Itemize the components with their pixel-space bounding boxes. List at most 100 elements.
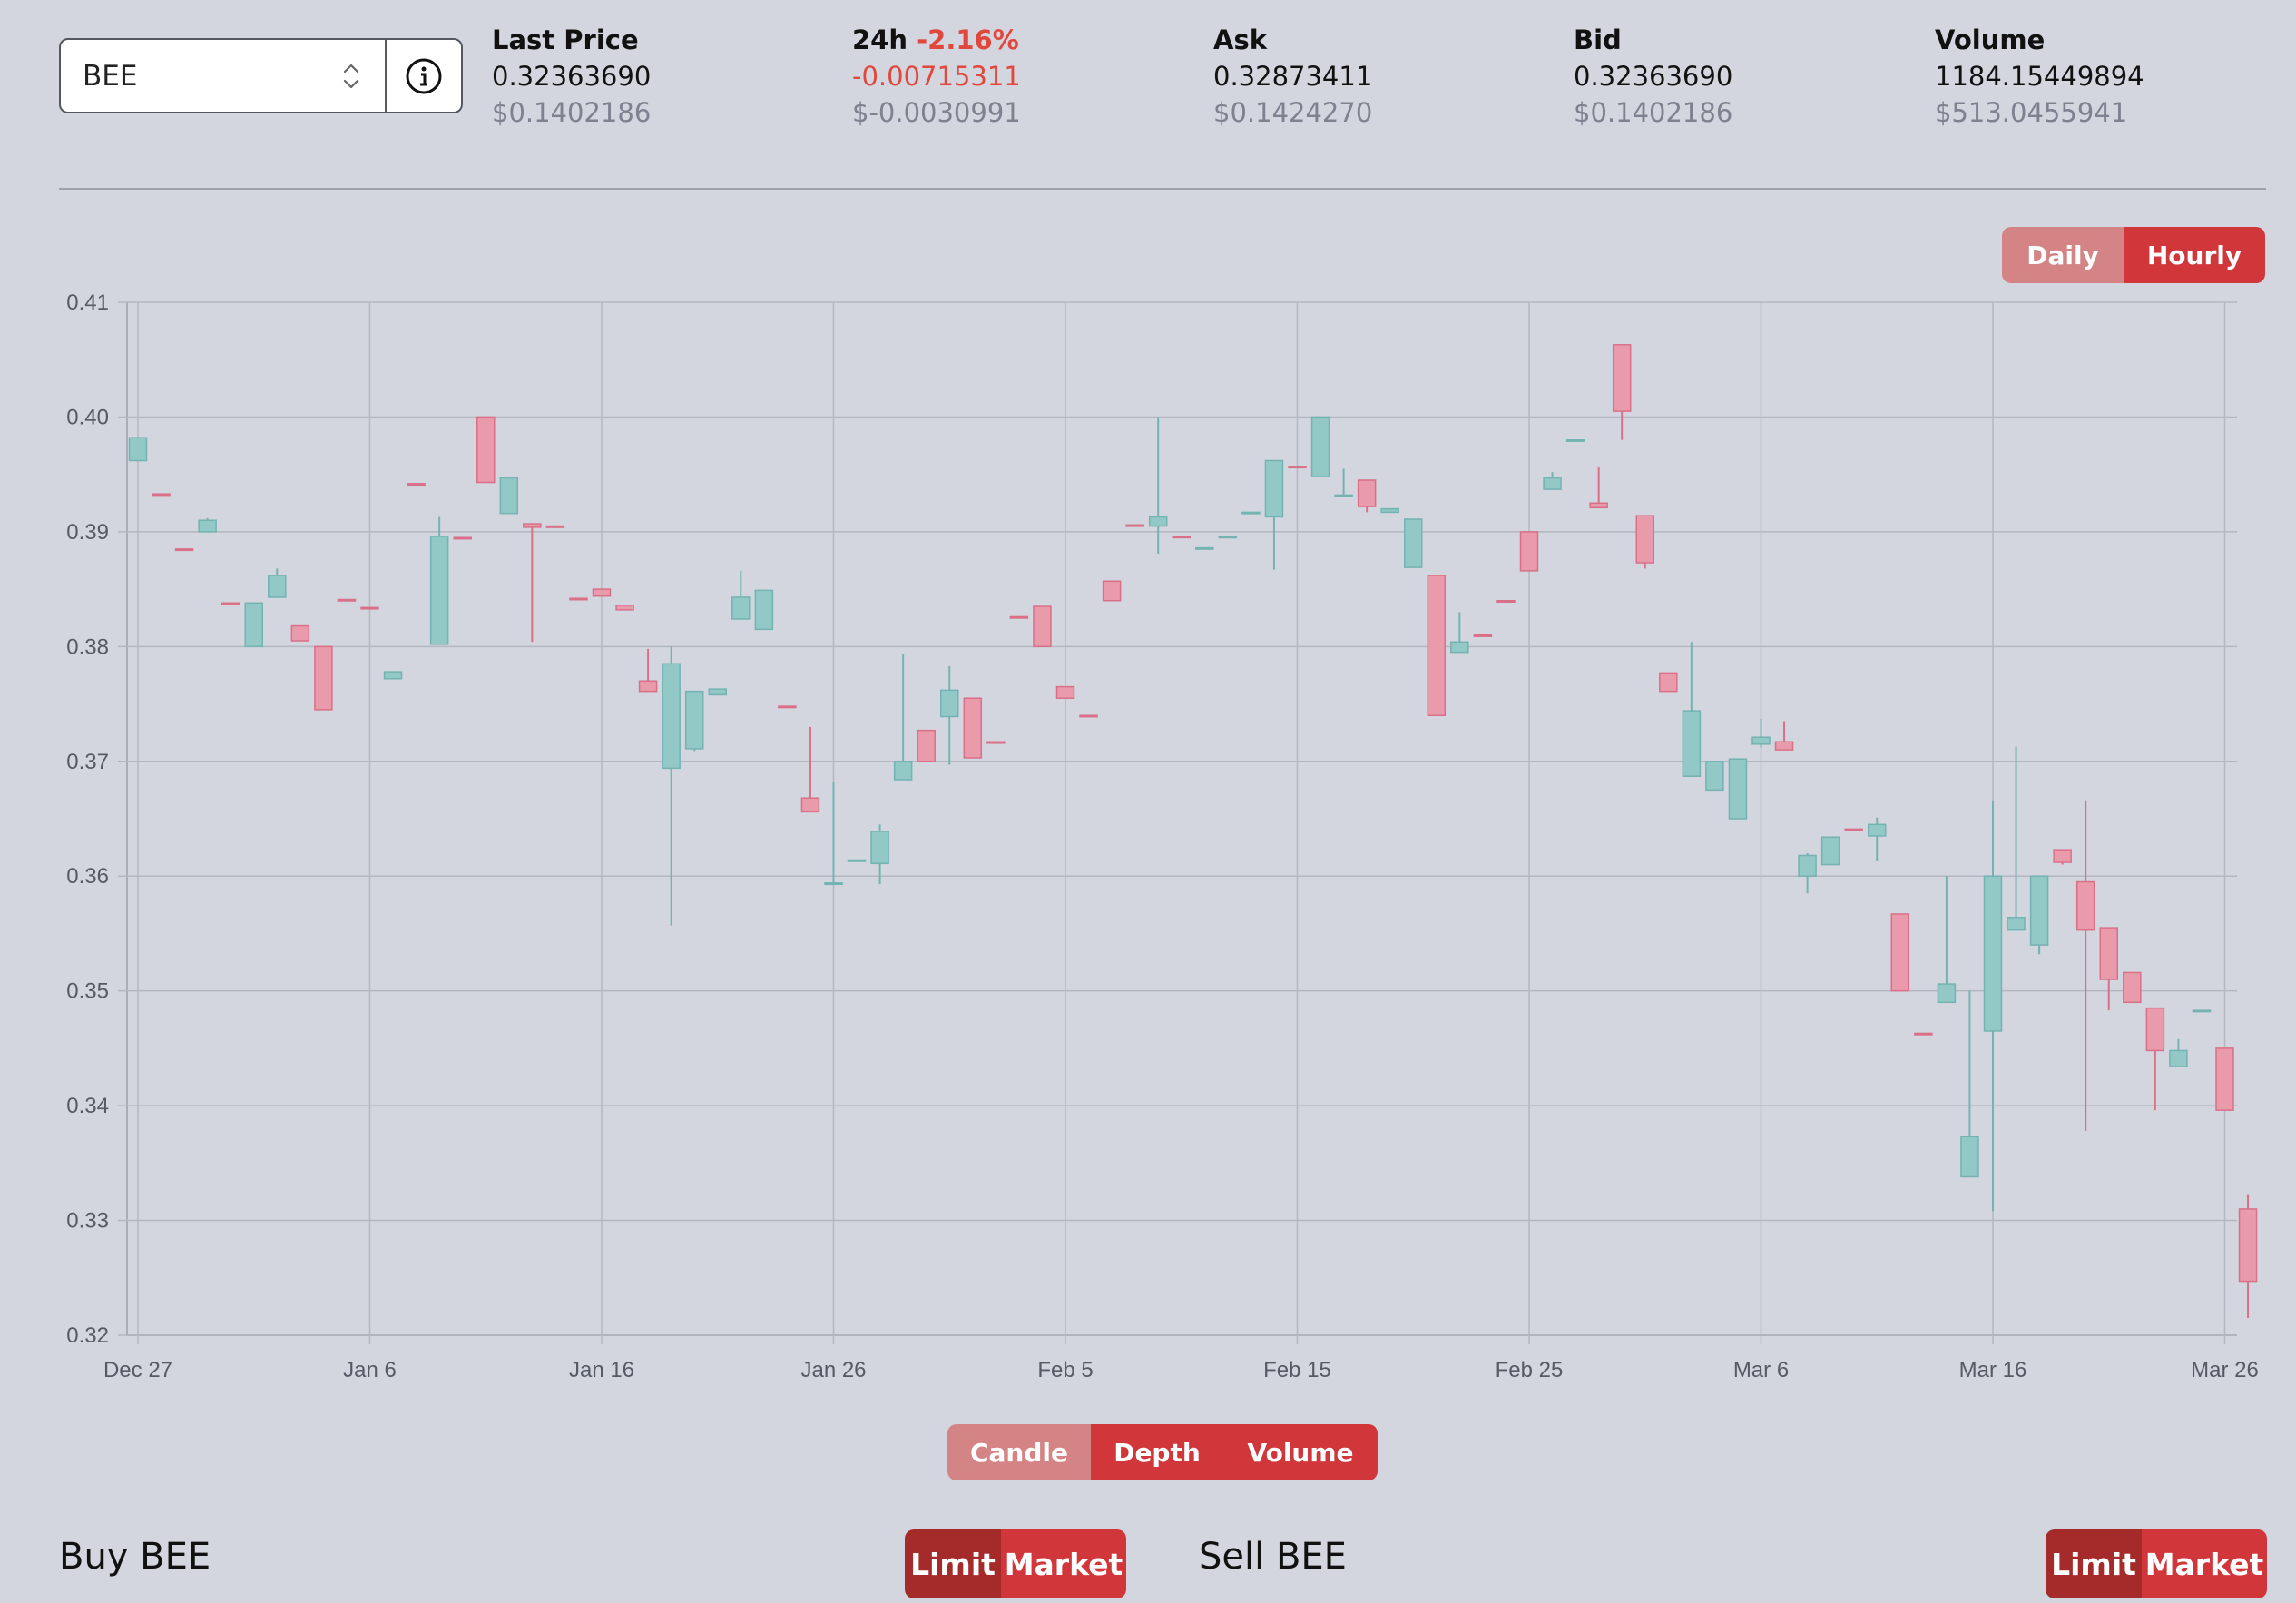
candle-body — [174, 548, 194, 552]
stat-ask: Ask 0.32873411 $0.1424270 — [1213, 22, 1372, 131]
candle-body — [1357, 479, 1377, 507]
candle-body — [1218, 536, 1238, 539]
candle-up — [429, 516, 449, 645]
candle-down — [778, 705, 797, 709]
candle-body — [754, 589, 774, 631]
x-tick-label: Feb 25 — [1496, 1358, 1564, 1382]
candle-up — [1798, 852, 1817, 894]
tab-candle[interactable]: Candle — [947, 1424, 1091, 1480]
candle-body — [2053, 849, 2072, 863]
candle-body — [1960, 1136, 1979, 1178]
candle-up — [244, 602, 263, 648]
bid-label: Bid — [1574, 25, 1622, 55]
candle-body — [1033, 605, 1052, 648]
candle-down — [476, 416, 496, 484]
sell-limit-tab[interactable]: Limit — [2046, 1529, 2142, 1598]
candle-body — [847, 859, 867, 862]
candle-body — [453, 536, 472, 540]
candle-up — [383, 671, 403, 680]
last-price-value: 0.32363690 — [492, 61, 652, 92]
market-dropdown[interactable]: BEE — [61, 40, 387, 112]
candle-down — [1519, 531, 1539, 572]
buy-market-tab[interactable]: Market — [1001, 1529, 1126, 1598]
candle-up — [198, 517, 217, 533]
candle-body — [1705, 761, 1724, 792]
candle-up — [1565, 438, 1585, 442]
bid-value: 0.32363690 — [1574, 61, 1733, 92]
x-tick-label: Jan 6 — [343, 1358, 397, 1382]
candle-body — [917, 729, 936, 762]
candle-body — [2192, 1009, 2212, 1013]
candle-up — [893, 654, 913, 781]
candle-down — [523, 523, 542, 643]
candle-up — [1450, 612, 1469, 654]
candle-down — [1612, 344, 1632, 440]
sell-panel-title: Sell BEE — [1199, 1536, 1347, 1578]
candle-down — [963, 697, 983, 759]
candle-down — [1496, 600, 1516, 604]
chevron-updown-icon — [343, 64, 359, 88]
candle-up — [2007, 746, 2026, 931]
candle-body — [1914, 1032, 1933, 1036]
tab-depth[interactable]: Depth — [1091, 1424, 1223, 1480]
candle-down — [1659, 672, 1678, 693]
candle-body — [778, 705, 797, 709]
candle-body — [198, 519, 217, 533]
volume-usd: $513.0455941 — [1935, 97, 2128, 128]
candle-up — [1983, 800, 2003, 1212]
candle-down — [174, 548, 194, 552]
candle-down — [2215, 1047, 2234, 1111]
sell-market-tab[interactable]: Market — [2142, 1529, 2267, 1598]
x-tick-label: Mar 16 — [1959, 1358, 2027, 1382]
candle-down — [337, 598, 357, 602]
candle-body — [615, 605, 634, 611]
candle-down — [360, 606, 379, 610]
candle-up — [1380, 507, 1399, 514]
candle-body — [2123, 971, 2142, 1004]
last-price-usd: $0.1402186 — [492, 97, 652, 128]
daily-button[interactable]: Daily — [2002, 227, 2124, 283]
candle-body — [800, 797, 820, 813]
candle-body — [1890, 913, 1910, 992]
buy-limit-tab[interactable]: Limit — [905, 1529, 1001, 1598]
candle-down — [290, 624, 310, 642]
tab-volume[interactable]: Volume — [1223, 1424, 1378, 1480]
change-24h-label: 24h -2.16% — [852, 25, 1019, 55]
candle-down — [1033, 605, 1052, 648]
x-tick-label: Jan 16 — [569, 1358, 634, 1382]
candle-up — [1404, 518, 1423, 568]
candle-body — [1543, 477, 1562, 490]
market-info-button[interactable] — [387, 40, 461, 112]
market-selector[interactable]: BEE — [59, 38, 463, 113]
candle-up — [1218, 536, 1238, 539]
candle-body — [1798, 854, 1817, 877]
x-tick-label: Feb 5 — [1037, 1358, 1093, 1382]
candle-body — [638, 680, 658, 693]
candle-body — [1774, 741, 1794, 751]
candle-down — [1288, 466, 1307, 469]
candle-body — [383, 671, 403, 680]
y-tick-label: 0.34 — [66, 1094, 109, 1118]
candle-down — [2053, 849, 2072, 865]
candle-down — [569, 597, 588, 601]
candle-down — [1102, 580, 1122, 602]
candle-body — [1983, 875, 2003, 1032]
candle-up — [1937, 876, 1957, 1004]
candle-up — [1334, 468, 1353, 497]
interval-toggle: Daily Hourly — [2002, 227, 2265, 283]
candle-body — [244, 602, 263, 648]
candle-body — [1728, 758, 1748, 820]
candle-body — [731, 596, 751, 620]
candle-up — [754, 589, 774, 631]
candle-up — [1868, 817, 1887, 861]
candle-down — [1357, 479, 1377, 513]
stat-bid: Bid 0.32363690 $0.1402186 — [1574, 22, 1732, 131]
candle-up — [940, 665, 959, 765]
x-tick-label: Mar 26 — [2191, 1358, 2259, 1382]
candle-body — [1172, 536, 1191, 539]
hourly-button[interactable]: Hourly — [2124, 227, 2265, 283]
candle-body — [2169, 1049, 2188, 1067]
y-tick-label: 0.35 — [66, 979, 109, 1004]
y-tick-label: 0.37 — [66, 750, 109, 774]
info-icon — [406, 58, 442, 93]
